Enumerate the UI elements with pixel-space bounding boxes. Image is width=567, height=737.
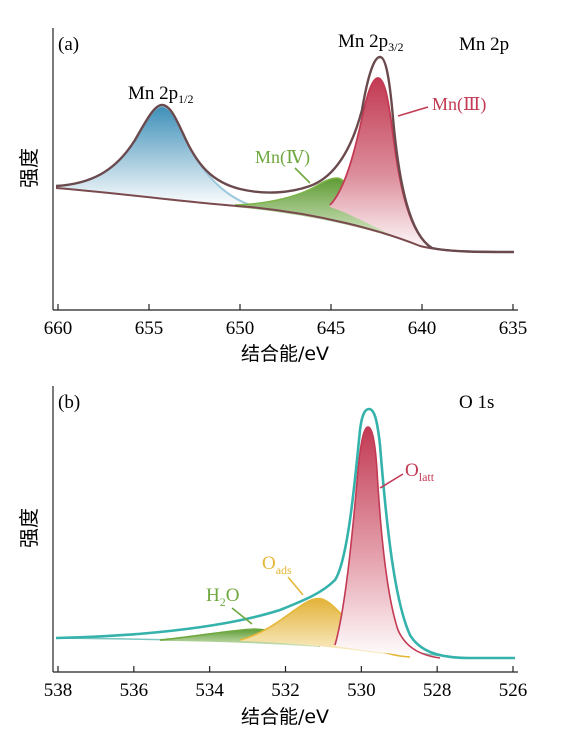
x-tick-label: 650 <box>226 318 255 339</box>
x-tick-label: 645 <box>317 318 346 339</box>
x-tick-label: 530 <box>347 680 376 701</box>
label-mn-2p12: Mn 2p1/2 <box>128 83 194 106</box>
x-tick-label: 640 <box>408 318 437 339</box>
panel-b: (b) O 1s Olatt Oads H2O 538 536 534 532 530 5… <box>17 386 527 728</box>
series-mn3-fill <box>330 78 514 253</box>
pointer-oads <box>287 576 304 596</box>
x-tick-label: 536 <box>120 680 149 701</box>
label-mn3: Mn(Ⅲ) <box>432 94 486 115</box>
x-tick-label: 526 <box>499 680 528 701</box>
panel-a: (a) Mn 2p Mn 2p1/2 Mn 2p3/2 Mn(Ⅲ) Mn(Ⅳ) … <box>17 28 527 365</box>
x-ticks-a: 660 655 650 645 640 635 <box>44 304 528 339</box>
x-tick-label: 655 <box>135 318 164 339</box>
panel-b-label: (b) <box>58 392 80 413</box>
y-axis-label-a: 强度 <box>17 148 41 188</box>
x-axis-label-b: 结合能/eV <box>241 706 329 728</box>
x-tick-label: 660 <box>44 318 73 339</box>
x-tick-label: 532 <box>271 680 300 701</box>
panel-a-label: (a) <box>58 34 79 55</box>
x-tick-label: 538 <box>44 680 73 701</box>
x-axis-label-a: 结合能/eV <box>241 343 329 365</box>
label-h2o: H2O <box>206 585 239 609</box>
series-envelope-a <box>55 55 515 254</box>
label-olatt: Olatt <box>405 460 435 484</box>
pointer-olatt <box>379 473 404 489</box>
pointer-mn4 <box>294 167 311 184</box>
series-mn4-fill <box>235 178 420 246</box>
pointer-h2o <box>231 607 253 625</box>
series-olatt-fill <box>335 427 440 659</box>
label-mn-2p32: Mn 2p3/2 <box>338 31 404 54</box>
series-envelope-b <box>55 407 515 660</box>
panel-a-title: Mn 2p <box>459 34 509 55</box>
panel-b-title: O 1s <box>459 392 494 413</box>
series-mn-2p12-fill <box>56 106 250 207</box>
series-oads-fill <box>240 598 410 658</box>
x-tick-label: 528 <box>423 680 452 701</box>
x-tick-label: 635 <box>499 318 528 339</box>
x-ticks-b: 538 536 534 532 530 528 526 <box>44 666 528 701</box>
label-oads: Oads <box>262 553 292 577</box>
label-mn4: Mn(Ⅳ) <box>255 147 310 168</box>
pointer-mn3 <box>397 106 429 117</box>
y-axis-label-b: 强度 <box>17 508 41 548</box>
x-tick-label: 534 <box>195 680 224 701</box>
series-olatt-line <box>334 426 441 659</box>
